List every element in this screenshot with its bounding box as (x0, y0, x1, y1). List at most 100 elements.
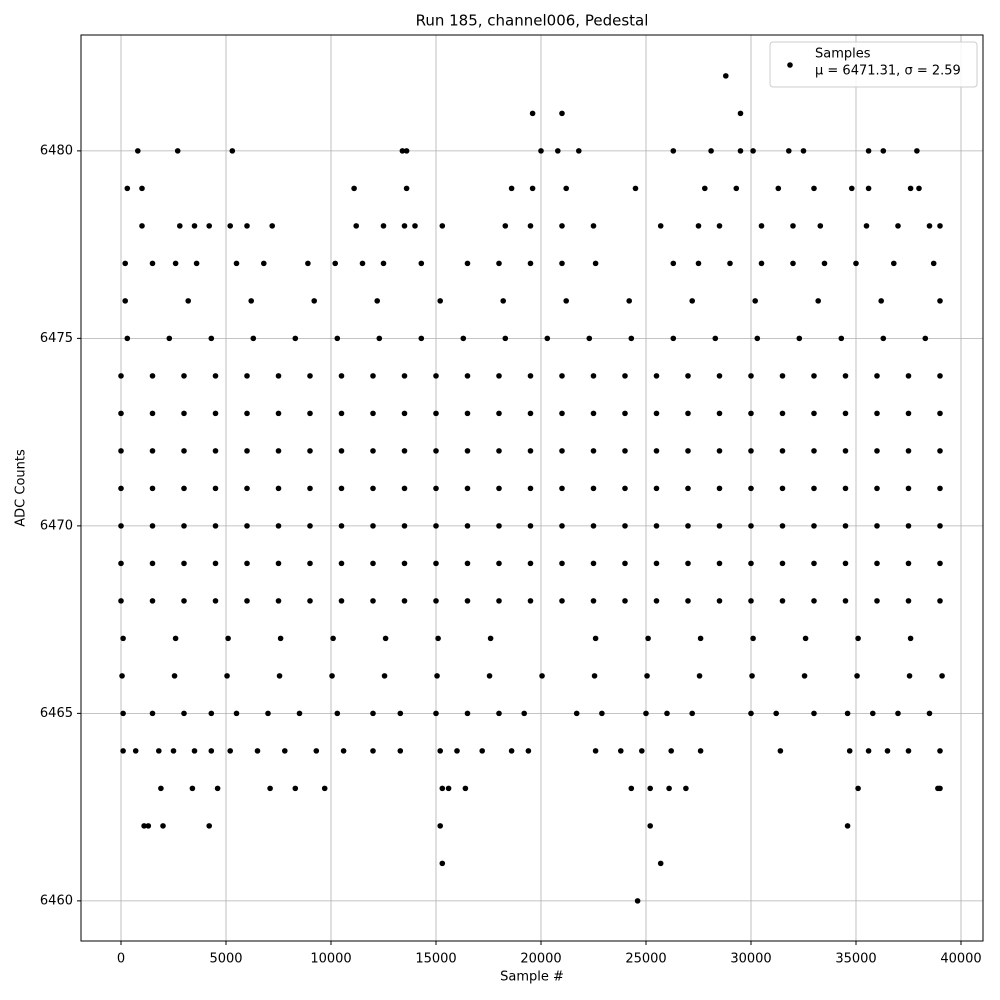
point (874, 523, 880, 529)
point (937, 523, 943, 529)
point (329, 673, 335, 679)
point (590, 598, 597, 604)
point (617, 748, 624, 754)
point (261, 260, 267, 267)
point (172, 260, 179, 267)
point (403, 185, 410, 192)
point (842, 560, 849, 567)
legend-label: Samples (815, 47, 871, 62)
point (275, 485, 282, 492)
point (666, 785, 672, 792)
point (338, 560, 345, 567)
point (292, 785, 299, 792)
point (657, 860, 664, 867)
point (559, 410, 565, 417)
point (185, 298, 192, 304)
point (118, 410, 124, 417)
point (937, 785, 943, 792)
point (716, 523, 723, 529)
point (460, 335, 467, 342)
point (865, 748, 872, 754)
point (842, 373, 849, 379)
point (590, 223, 597, 229)
point (716, 560, 723, 567)
point (559, 598, 565, 604)
point (401, 373, 408, 379)
point (842, 410, 849, 417)
point (338, 448, 345, 454)
point (874, 560, 880, 567)
point (244, 485, 250, 492)
point (433, 485, 439, 492)
point (276, 673, 283, 679)
point (397, 710, 404, 717)
point (435, 635, 441, 642)
point (338, 410, 345, 417)
point (937, 448, 943, 454)
point (269, 223, 276, 229)
point (374, 298, 381, 304)
point (508, 748, 515, 754)
point (370, 448, 376, 454)
point (653, 560, 660, 567)
point (939, 673, 945, 679)
point (275, 523, 282, 529)
point (647, 823, 653, 829)
point (865, 185, 872, 192)
point (937, 598, 943, 604)
point (244, 223, 250, 229)
point (626, 298, 632, 304)
point (880, 335, 887, 342)
point (433, 560, 439, 567)
point (716, 485, 723, 492)
point (592, 260, 599, 267)
point (937, 748, 943, 754)
point (120, 710, 126, 717)
point (464, 598, 471, 604)
point (508, 185, 515, 192)
point (905, 748, 912, 754)
point (496, 260, 502, 267)
point (338, 373, 345, 379)
point (685, 560, 691, 567)
point (592, 635, 599, 642)
point (141, 823, 147, 829)
point (275, 373, 282, 379)
point (790, 223, 796, 229)
point (854, 673, 860, 679)
point (370, 748, 376, 754)
point (370, 410, 376, 417)
point (118, 523, 124, 529)
point (275, 560, 282, 567)
point (869, 710, 876, 717)
point (149, 260, 156, 267)
point (874, 485, 880, 492)
point (439, 223, 446, 229)
point (496, 448, 502, 454)
point (750, 148, 756, 154)
point (171, 673, 178, 679)
point (496, 373, 502, 379)
point (880, 148, 887, 154)
point (229, 148, 236, 154)
point (401, 485, 408, 492)
point (401, 523, 408, 529)
point (727, 260, 733, 267)
point (779, 598, 786, 604)
point (454, 748, 460, 754)
point (817, 223, 824, 229)
point (174, 148, 181, 154)
point (370, 560, 376, 567)
point (749, 673, 755, 679)
point (590, 523, 597, 529)
point (380, 223, 387, 229)
point (842, 598, 849, 604)
point (622, 560, 628, 567)
point (895, 710, 901, 717)
point (855, 785, 861, 792)
point (437, 823, 443, 829)
point (937, 298, 943, 304)
point (120, 748, 126, 754)
point (748, 410, 754, 417)
point (538, 148, 544, 154)
